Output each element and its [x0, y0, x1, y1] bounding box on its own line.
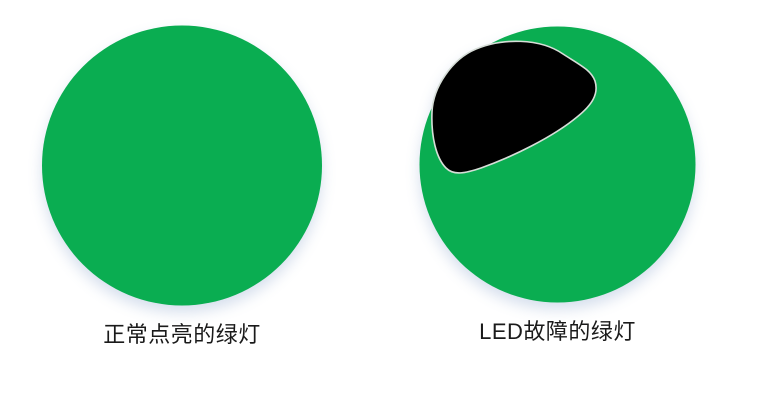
led-fault-green-light-graphic — [419, 26, 696, 303]
figure-normal-green-light: 正常点亮的绿灯 — [41, 24, 323, 348]
figure-led-fault-green-light: LED故障的绿灯 — [418, 25, 697, 345]
normal-green-light-graphic — [42, 25, 322, 306]
dead-led-region-blob — [431, 41, 597, 173]
green-light-circle — [42, 25, 322, 306]
figure-caption-normal: 正常点亮的绿灯 — [103, 322, 261, 347]
dead-led-region-outline — [431, 40, 597, 174]
figure-caption-led-fault: LED故障的绿灯 — [479, 319, 636, 344]
